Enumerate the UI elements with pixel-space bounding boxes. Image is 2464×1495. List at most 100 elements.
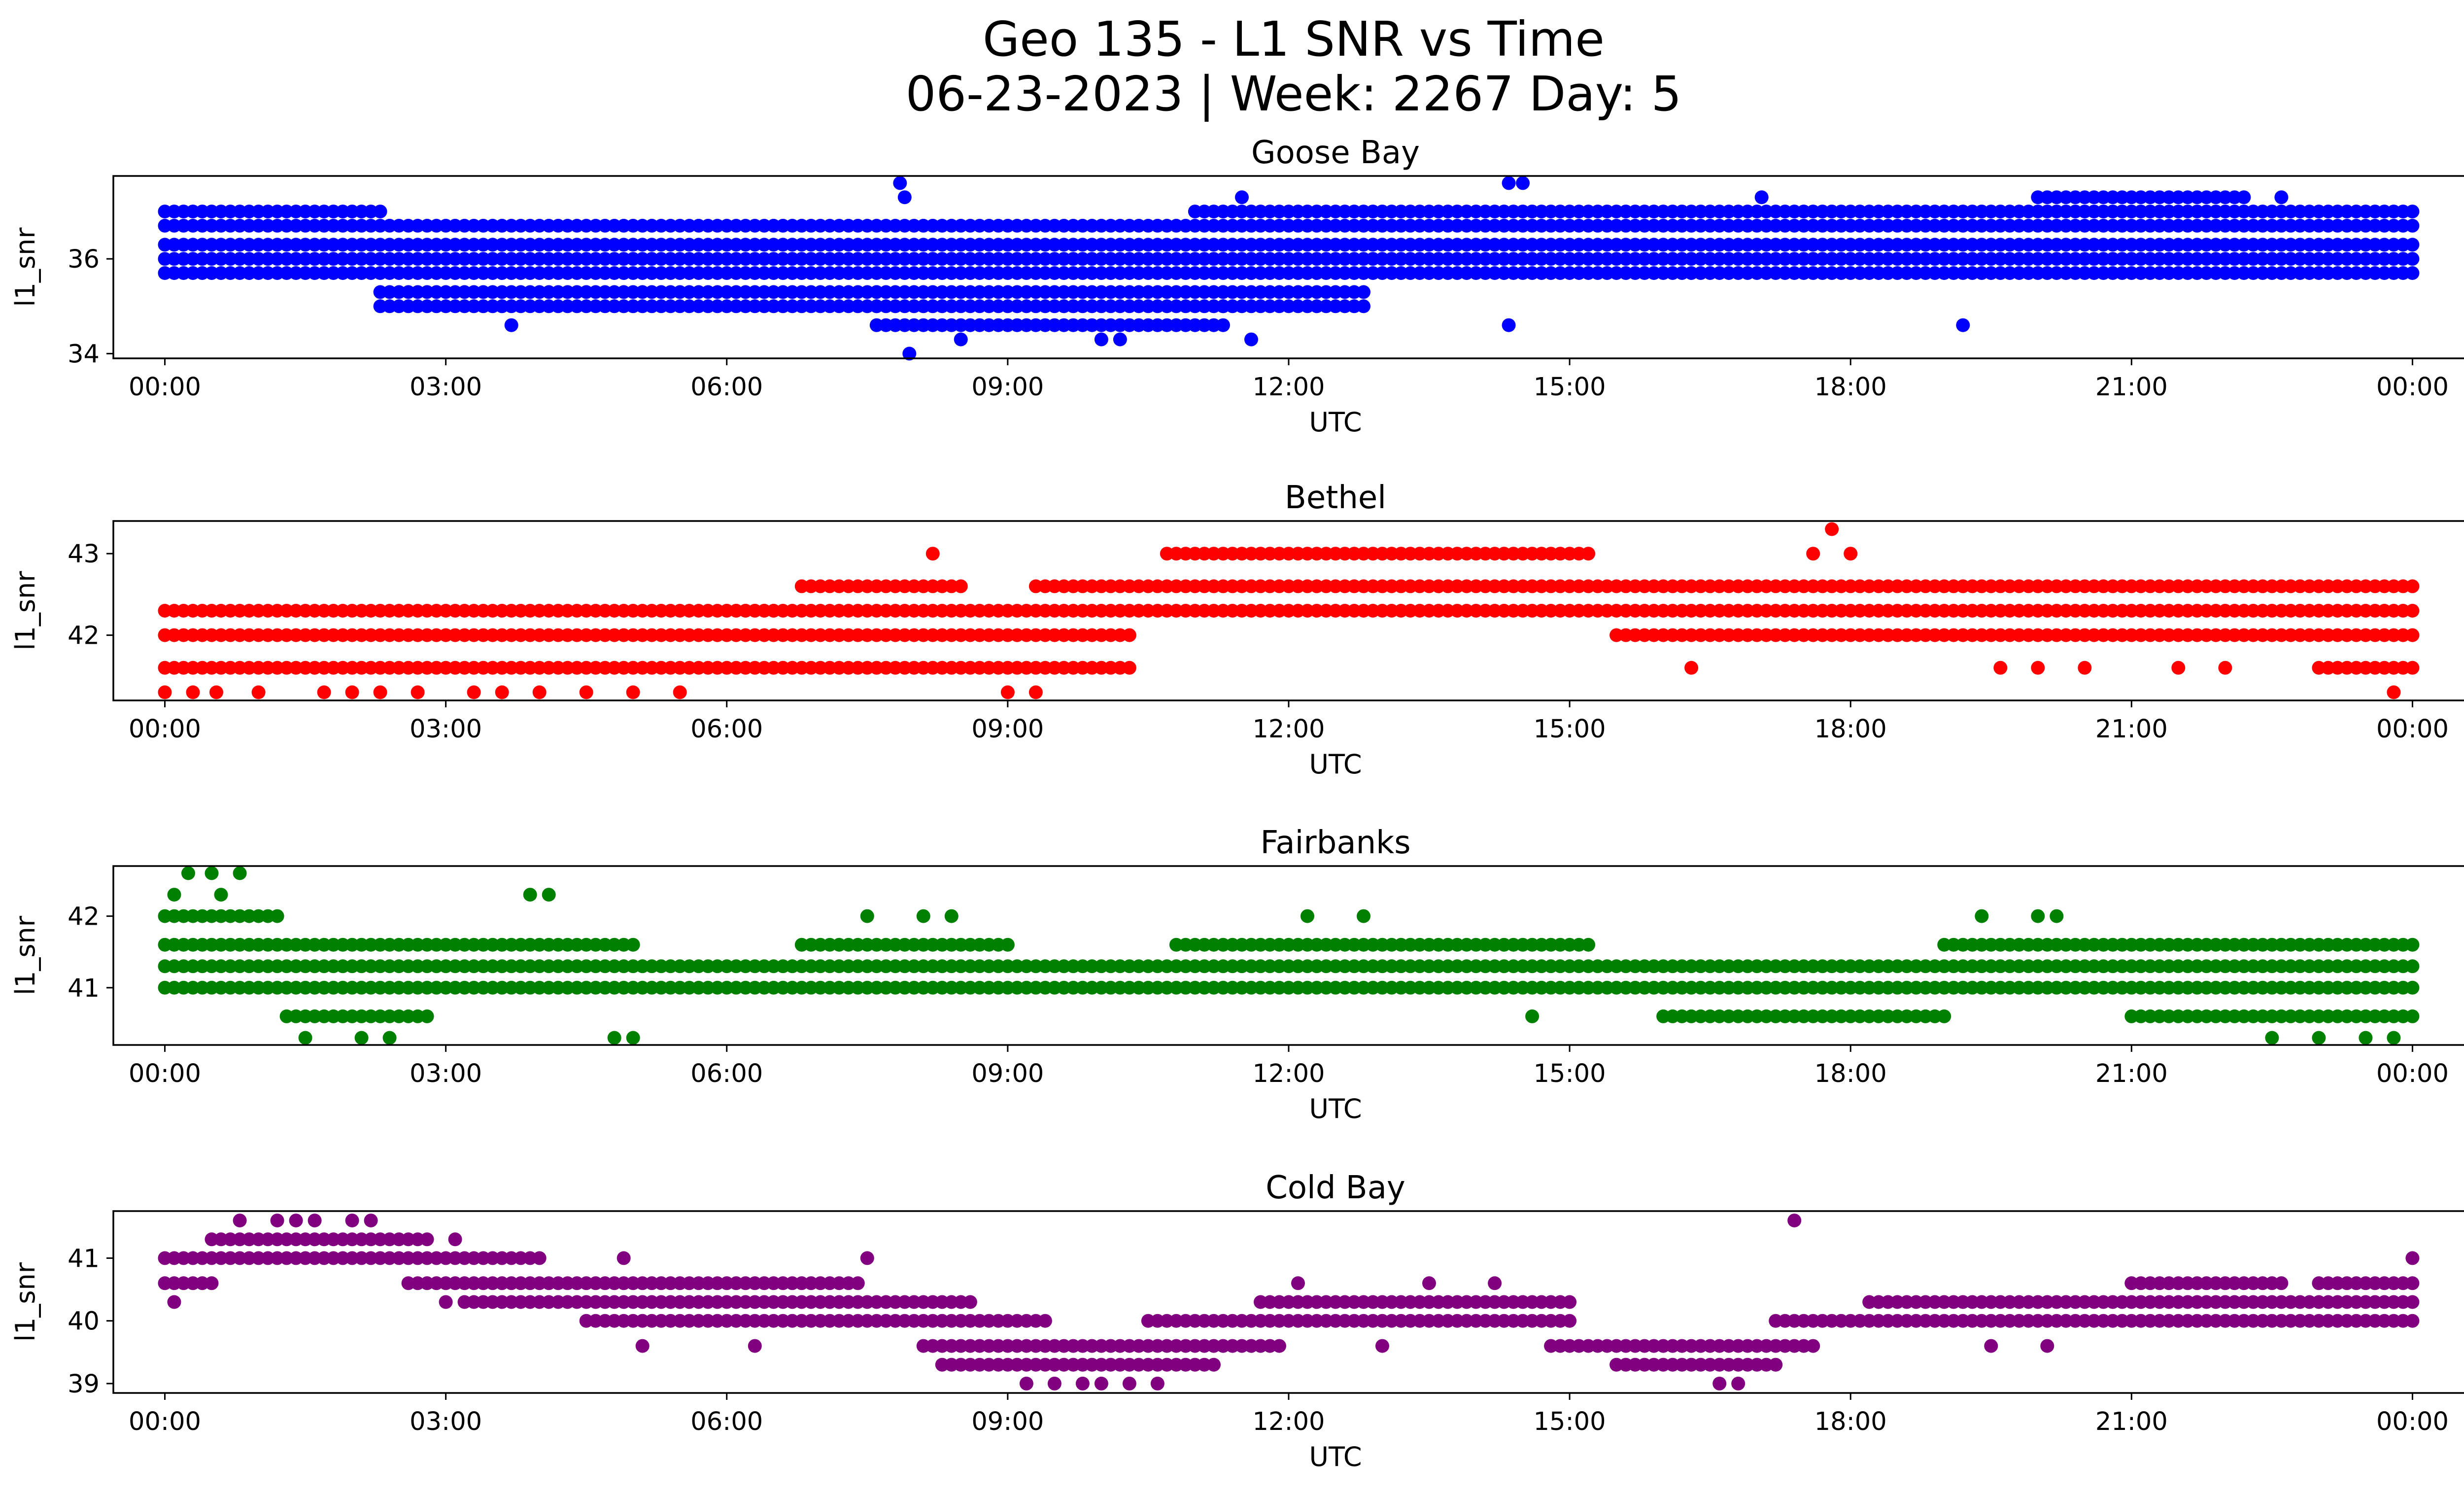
y-tick-label: 43 <box>68 540 100 569</box>
data-point <box>1075 1376 1090 1391</box>
data-point <box>1357 299 1370 313</box>
data-point <box>1122 661 1136 675</box>
axes-frame <box>112 520 2464 701</box>
data-point <box>233 1214 247 1228</box>
data-point <box>495 685 509 699</box>
data-point <box>1028 685 1043 699</box>
x-tick-label: 03:00 <box>410 715 482 744</box>
data-point <box>1769 1357 1783 1372</box>
data-point <box>1806 1339 1820 1353</box>
data-point <box>607 1031 621 1045</box>
data-point <box>532 685 547 699</box>
x-tick-label: 21:00 <box>2095 1059 2168 1088</box>
x-axis-label: UTC <box>1309 1441 1362 1472</box>
x-tick-label: 03:00 <box>410 1059 482 1088</box>
data-point <box>158 685 172 699</box>
data-point <box>635 1339 650 1353</box>
x-tick-label: 00:00 <box>2376 373 2449 402</box>
data-point <box>626 938 640 952</box>
axes-frame <box>112 1210 2464 1394</box>
x-tick-label: 18:00 <box>1814 1407 1887 1436</box>
data-point <box>902 347 917 361</box>
data-point <box>317 685 331 699</box>
x-tick-label: 12:00 <box>1252 715 1325 744</box>
y-tick-label: 41 <box>68 974 100 1003</box>
data-point <box>2218 661 2232 675</box>
x-tick-label: 18:00 <box>1814 373 1887 402</box>
data-point <box>532 1251 547 1265</box>
data-point <box>467 685 481 699</box>
data-point <box>209 685 223 699</box>
data-point <box>1754 190 1769 205</box>
subplot-panels: Goose Bay 00:00 03:00 06:00 09:00 12:00 15:00 1… <box>10 135 2464 1472</box>
data-point <box>1731 1376 1745 1391</box>
data-point <box>1150 1376 1164 1391</box>
data-point <box>2274 1276 2289 1290</box>
x-tick-label: 06:00 <box>690 373 763 402</box>
data-point <box>1216 318 1230 332</box>
x-tick-label: 03:00 <box>410 373 482 402</box>
data-point <box>579 685 593 699</box>
data-point <box>2359 1031 2373 1045</box>
x-tick-label: 00:00 <box>2376 1407 2449 1436</box>
data-point <box>1825 522 1839 536</box>
data-point <box>345 685 359 699</box>
data-point <box>251 685 266 699</box>
y-axis-label: l1_snr <box>10 227 41 307</box>
data-point <box>2405 604 2420 618</box>
data-point <box>1122 1376 1136 1391</box>
scatter-points <box>158 866 2420 1045</box>
x-tick-label: 09:00 <box>971 373 1044 402</box>
data-point <box>2405 266 2420 280</box>
data-point <box>1357 909 1370 923</box>
data-point <box>1993 661 2008 675</box>
data-point <box>439 1295 453 1309</box>
data-point <box>542 888 556 902</box>
data-point <box>420 1232 434 1247</box>
data-point <box>1300 909 1314 923</box>
data-point <box>2031 661 2045 675</box>
data-point <box>2237 190 2251 205</box>
x-tick-label: 09:00 <box>971 715 1044 744</box>
data-point <box>382 1031 397 1045</box>
x-tick-label: 12:00 <box>1252 1407 1325 1436</box>
subplot-title: Goose Bay <box>1251 135 1420 171</box>
data-point <box>214 888 228 902</box>
data-point <box>2405 218 2420 233</box>
y-axis-label: l1_snr <box>10 915 41 995</box>
axes-frame <box>112 175 2464 359</box>
data-point <box>270 1214 284 1228</box>
data-point <box>1525 1009 1540 1023</box>
data-point <box>851 1276 865 1290</box>
subplot-2: Fairbanks 00:00 03:00 06:00 09:00 12:00 15:00 1… <box>10 825 2464 1124</box>
data-point <box>1502 176 1516 190</box>
data-point <box>420 1009 434 1023</box>
data-point <box>411 685 425 699</box>
data-point <box>944 909 958 923</box>
data-point <box>2405 1314 2420 1328</box>
data-point <box>2405 1276 2420 1290</box>
data-point <box>860 909 874 923</box>
data-point <box>1244 332 1258 347</box>
y-axis-label: l1_snr <box>10 1262 41 1342</box>
x-tick-label: 00:00 <box>2376 715 2449 744</box>
x-tick-label: 06:00 <box>690 715 763 744</box>
data-point <box>2171 661 2186 675</box>
data-point <box>364 1214 378 1228</box>
data-point <box>354 1031 369 1045</box>
data-point <box>2405 579 2420 593</box>
data-point <box>1581 547 1596 561</box>
data-point <box>186 685 200 699</box>
data-point <box>2078 661 2092 675</box>
data-point <box>1502 318 1516 332</box>
axes-frame <box>112 865 2464 1046</box>
x-tick-label: 18:00 <box>1814 1059 1887 1088</box>
data-point <box>1581 938 1596 952</box>
data-point <box>233 866 247 880</box>
data-point <box>1000 938 1015 952</box>
x-tick-label: 15:00 <box>1534 1407 1606 1436</box>
data-point <box>1047 1376 1061 1391</box>
data-point <box>860 1251 874 1265</box>
data-point <box>1684 661 1699 675</box>
